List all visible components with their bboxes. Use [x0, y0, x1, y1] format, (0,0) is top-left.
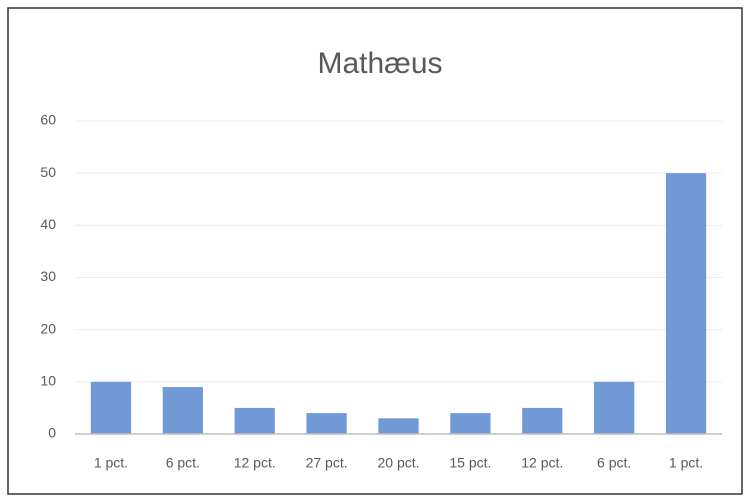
bar — [162, 387, 203, 434]
bar — [450, 413, 491, 434]
x-tick-label: 6 pct. — [597, 455, 631, 471]
bar — [306, 413, 347, 434]
bar — [90, 381, 132, 434]
bar — [378, 418, 419, 434]
y-tick-label: 50 — [40, 164, 56, 180]
x-tick-label: 6 pct. — [166, 455, 200, 471]
bar — [522, 407, 563, 434]
bar — [594, 381, 635, 434]
x-tick-label: 1 pct. — [669, 455, 703, 471]
y-tick-label: 30 — [40, 268, 56, 284]
y-tick-label: 0 — [48, 425, 56, 441]
y-tick-label: 10 — [40, 373, 56, 389]
x-tick-label: 1 pct. — [94, 455, 128, 471]
y-tick-label: 60 — [40, 112, 56, 128]
x-tick-label: 20 pct. — [377, 455, 419, 471]
x-tick-label: 12 pct. — [521, 455, 563, 471]
x-tick-label: 12 pct. — [234, 455, 276, 471]
y-tick-label: 40 — [40, 216, 56, 232]
bar — [665, 173, 707, 434]
bar — [234, 407, 275, 434]
x-tick-label: 27 pct. — [306, 455, 348, 471]
x-tick-label: 15 pct. — [449, 455, 491, 471]
chart-title: Mathæus — [317, 47, 442, 80]
y-tick-label: 20 — [40, 320, 56, 336]
